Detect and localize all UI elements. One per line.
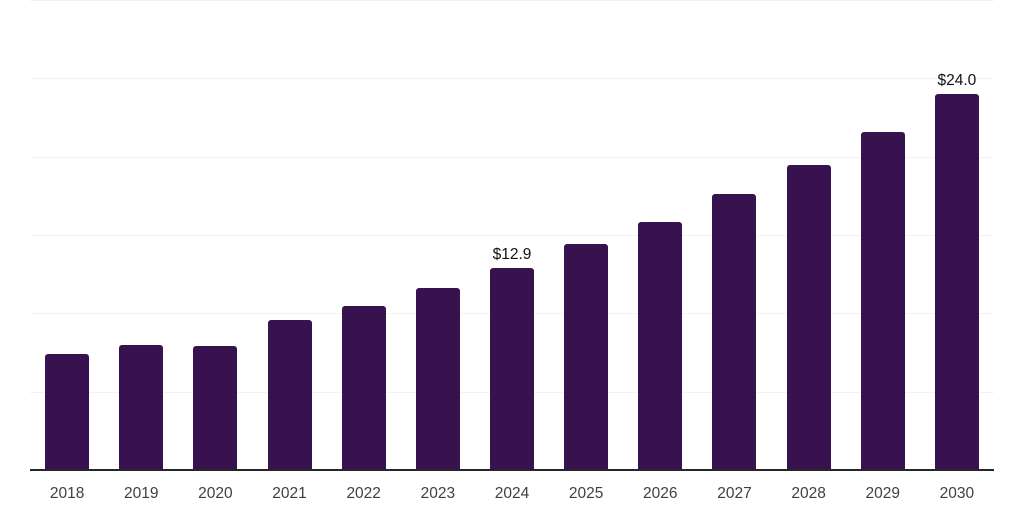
bar-2023 (415, 288, 460, 470)
x-tick-label-2022: 2022 (346, 485, 381, 502)
x-tick-label-2025: 2025 (568, 485, 604, 502)
x-tick-label-2028: 2028 (791, 485, 826, 502)
x-tick-label-2023: 2023 (420, 485, 456, 502)
x-tick-label-2021: 2021 (272, 485, 307, 502)
x-tick-label-2018: 2018 (49, 485, 85, 502)
x-axis-line (30, 469, 994, 471)
bar-2018 (45, 354, 90, 470)
bar-2029 (860, 131, 905, 470)
x-tick-label-2030: 2030 (939, 485, 975, 502)
x-tick-label-2020: 2020 (198, 485, 233, 502)
x-tick-label-2026: 2026 (643, 485, 678, 502)
plot-area: $12.9 $24.0 (30, 0, 994, 471)
x-tick-label-2027: 2027 (717, 485, 752, 502)
bar-2021 (267, 319, 312, 470)
gridline-20 (30, 156, 994, 158)
gridline-30 (30, 0, 994, 1)
bar-2027 (712, 194, 757, 470)
bar-2020 (193, 346, 238, 470)
data-label-2024: $12.9 (492, 245, 532, 263)
x-tick-label-2029: 2029 (865, 485, 900, 502)
x-tick-label-2019: 2019 (123, 485, 159, 502)
bar-2019 (119, 344, 164, 470)
x-axis: 2018 2019 2020 2021 2022 2023 2024 2025 2026 2027… (30, 484, 994, 504)
bar-2025 (564, 244, 609, 470)
gridline-15 (30, 235, 994, 236)
bar-2028 (786, 164, 831, 470)
x-tick-label-2024: 2024 (494, 485, 530, 502)
bar-2022 (341, 305, 386, 470)
bar-2030 (934, 94, 979, 470)
bar-2026 (638, 222, 683, 470)
data-label-2030: $24.0 (937, 72, 977, 89)
bar-2024 (490, 267, 534, 470)
gridline-25 (30, 78, 994, 80)
